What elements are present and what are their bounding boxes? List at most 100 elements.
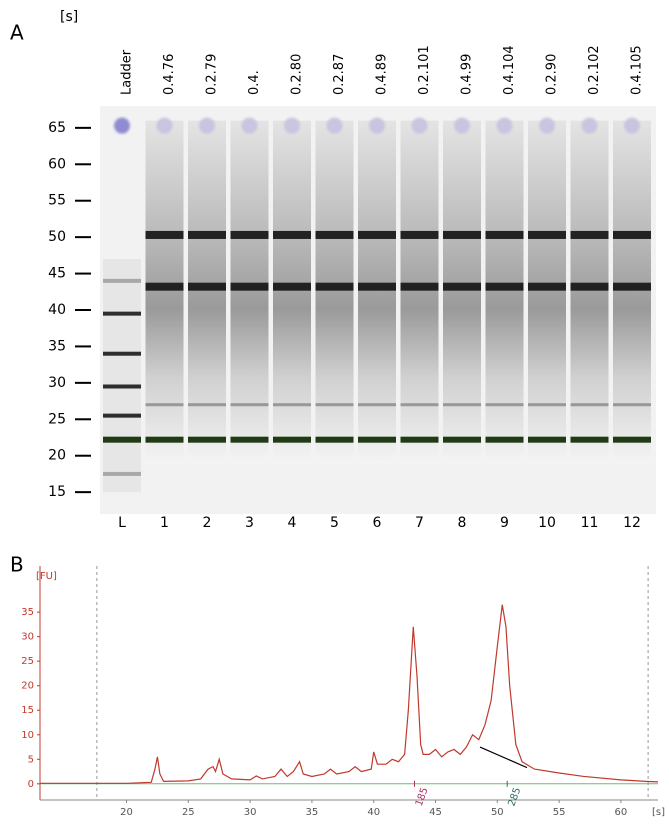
band xyxy=(273,403,311,406)
band xyxy=(103,279,141,283)
y-tick-label: 45 xyxy=(48,266,66,282)
band xyxy=(486,231,524,239)
well xyxy=(242,118,258,134)
marker-band xyxy=(401,437,439,443)
lane-name: 0.2.87 xyxy=(332,54,347,95)
well xyxy=(114,118,130,134)
y-tick-label: 20 xyxy=(48,448,66,464)
marker-band xyxy=(231,437,269,443)
lane-name: 0.4.99 xyxy=(460,54,475,95)
lane-smear xyxy=(316,121,354,463)
band xyxy=(231,283,269,291)
band xyxy=(401,231,439,239)
lane-name: 0.4.104 xyxy=(502,45,517,95)
x-tick-label: 25 xyxy=(182,807,195,818)
y-axis-label: [FU] xyxy=(36,571,57,582)
band xyxy=(273,231,311,239)
band xyxy=(401,403,439,406)
y-tick-label: 60 xyxy=(48,156,66,172)
well xyxy=(157,118,173,134)
well xyxy=(497,118,513,134)
figure: A [s] B [FU] [s] 1520253035404550556065L… xyxy=(0,0,669,833)
panel-label: A xyxy=(10,21,24,45)
lane-label: 4 xyxy=(288,515,297,531)
band xyxy=(571,403,609,406)
well xyxy=(624,118,640,134)
marker-band xyxy=(103,437,141,443)
band xyxy=(316,403,354,406)
x-axis-label: [s] xyxy=(652,807,665,818)
lane-name: 0.2.90 xyxy=(545,54,560,95)
y-tick-label: 10 xyxy=(21,730,34,741)
lane-label: 8 xyxy=(458,515,467,531)
well xyxy=(539,118,555,134)
lane-name: 0.2.79 xyxy=(205,54,220,95)
well xyxy=(327,118,343,134)
lane-smear xyxy=(401,121,439,463)
band xyxy=(528,403,566,406)
band xyxy=(571,231,609,239)
well xyxy=(454,118,470,134)
lane-name: 0.2.102 xyxy=(587,45,602,95)
band xyxy=(231,231,269,239)
band xyxy=(103,352,141,356)
y-tick-label: 35 xyxy=(48,338,66,354)
x-tick-label: 35 xyxy=(306,807,319,818)
y-tick-label: 35 xyxy=(21,607,34,618)
trace xyxy=(40,605,658,784)
well xyxy=(199,118,215,134)
marker-band xyxy=(571,437,609,443)
lane-smear xyxy=(358,121,396,463)
well xyxy=(369,118,385,134)
y-tick-label: 15 xyxy=(21,705,34,716)
band xyxy=(443,403,481,406)
lane-smear xyxy=(528,121,566,463)
lane-label: 10 xyxy=(538,515,556,531)
lane-name: 0.4. xyxy=(247,70,262,95)
band xyxy=(103,312,141,316)
lane-name: 0.4.89 xyxy=(375,54,390,95)
band xyxy=(188,231,226,239)
y-tick-label: 65 xyxy=(48,120,66,136)
band xyxy=(528,283,566,291)
annotation: 185 xyxy=(414,786,431,808)
lane-label: 5 xyxy=(330,515,339,531)
x-tick-label: 45 xyxy=(429,807,442,818)
x-tick-label: 30 xyxy=(244,807,257,818)
lane-name: 0.2.80 xyxy=(290,54,305,95)
y-tick-label: 5 xyxy=(28,754,34,765)
band xyxy=(146,231,184,239)
band xyxy=(316,231,354,239)
marker-band xyxy=(146,437,184,443)
lane-label: 7 xyxy=(415,515,424,531)
y-tick-label: 55 xyxy=(48,193,66,209)
y-tick-label: 20 xyxy=(21,681,34,692)
lane-smear xyxy=(188,121,226,463)
lane-name: Ladder xyxy=(120,49,135,95)
marker-band xyxy=(316,437,354,443)
marker-band xyxy=(443,437,481,443)
lane-name: 0.4.105 xyxy=(630,45,645,95)
marker-band xyxy=(486,437,524,443)
lane-label: 12 xyxy=(623,515,641,531)
band xyxy=(443,283,481,291)
lane-smear xyxy=(231,121,269,463)
band xyxy=(316,283,354,291)
lane-smear xyxy=(486,121,524,463)
well xyxy=(582,118,598,134)
lane-smear xyxy=(613,121,651,463)
band xyxy=(273,283,311,291)
lane-label: 1 xyxy=(160,515,169,531)
y-tick-label: 25 xyxy=(21,656,34,667)
band xyxy=(358,403,396,406)
y-tick-label: 30 xyxy=(48,375,66,391)
y-tick-label: 25 xyxy=(48,411,66,427)
x-tick-label: 20 xyxy=(120,807,133,818)
y-tick-label: 0 xyxy=(28,779,34,790)
band xyxy=(103,414,141,418)
marker-band xyxy=(188,437,226,443)
band xyxy=(146,283,184,291)
annotation: 285 xyxy=(507,786,524,808)
band xyxy=(103,472,141,476)
lane-name: 0.4.76 xyxy=(162,54,177,95)
